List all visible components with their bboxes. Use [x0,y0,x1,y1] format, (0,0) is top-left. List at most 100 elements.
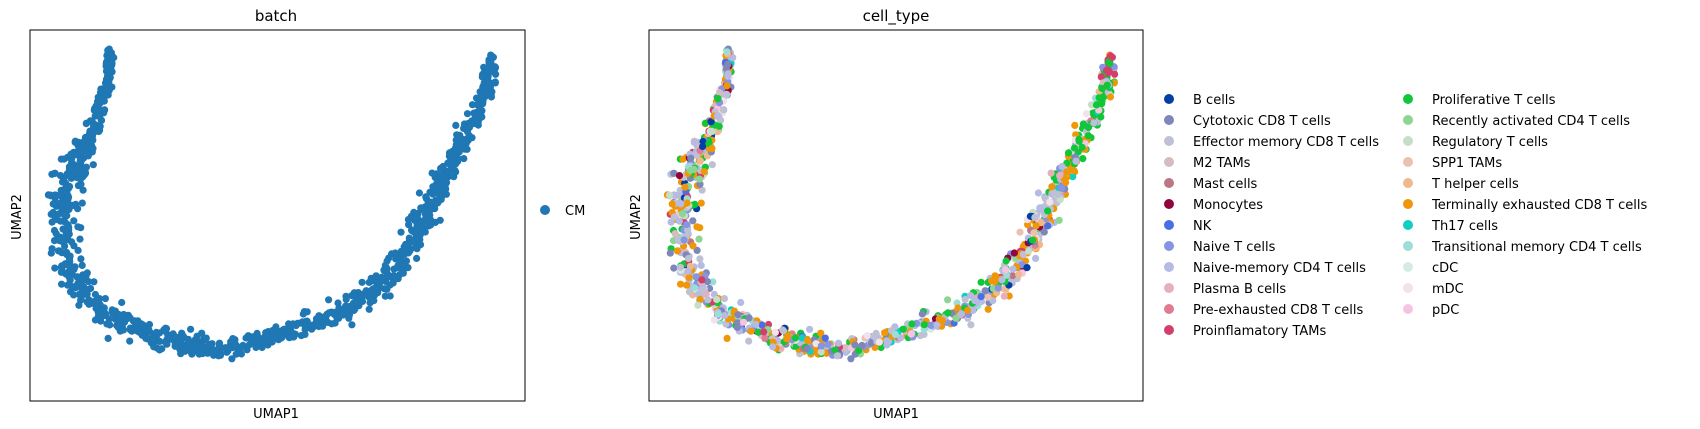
cell-point-naive-t-cells [824,340,832,348]
batch-point [465,132,473,140]
batch-point [365,293,373,301]
batch-point [65,254,74,263]
cell-point-proliferative-t-cells [791,334,800,342]
legend-marker-mast-cells [1164,178,1174,188]
legend-marker-recently-activated-cd4-t-cells [1403,115,1413,125]
legend-marker-cdc [1403,262,1413,272]
cell-point-transitional-memory-cd4-t-cells [709,278,717,286]
legend-label-nk: NK [1193,219,1212,234]
cell-point-th17-cells [1069,173,1077,181]
batch-point [70,242,78,250]
cell-point-cytotoxic-cd8-t-cells [693,246,701,254]
cell-point-proliferative-t-cells [1106,60,1114,68]
cell-point-naive-memory-cd4-t-cells [720,312,729,320]
batch-point [84,278,93,286]
cell-point-naive-memory-cd4-t-cells [737,298,745,307]
cell-point-terminally-exhausted-cd8-t-cells [963,306,972,315]
batch-point [57,263,65,271]
legend-label-proinflamatory-tams: Proinflamatory TAMs [1193,324,1327,339]
cell-point-nk [758,321,766,329]
batch-point [479,84,487,93]
cell-point-proinflamatory-tams [1097,73,1105,81]
batch-y-axis-label: UMAP2 [10,194,25,240]
legend-marker-t-helper-cells [1403,178,1413,188]
cell-point-cytotoxic-cd8-t-cells [666,249,674,257]
cell-point-naive-memory-cd4-t-cells [806,325,814,333]
cell-point-naive-t-cells [927,321,935,329]
batch-point [184,337,193,345]
batch-point [62,183,70,191]
batch-point [71,284,80,292]
batch-point [405,221,413,229]
legend-label-pdc: pDC [1432,303,1459,318]
batch-point [272,330,280,339]
batch-point [78,199,86,207]
cell-point-mdc [1082,110,1091,118]
cell-point-b-cells [1023,264,1031,272]
cell-point-naive-memory-cd4-t-cells [1032,254,1040,262]
cell-point-terminally-exhausted-cd8-t-cells [954,304,962,312]
batch-point [51,213,59,221]
cell-point-terminally-exhausted-cd8-t-cells [938,317,947,325]
batch-point [459,143,467,151]
batch-panel: batch UMAP1 UMAP2 CM [10,7,585,422]
legend-marker-naive-memory-cd4-t-cells [1164,262,1174,272]
batch-point [104,82,112,90]
batch-point [105,72,113,80]
batch-point [100,106,109,114]
batch-point [51,264,59,272]
cell-type-y-axis-label: UMAP2 [629,194,644,240]
batch-point [379,276,387,284]
cell-point-effector-memory-cd8-t-cells [670,213,678,221]
cell-point-b-cells [707,118,715,126]
batch-point [352,297,360,305]
cell-point-terminally-exhausted-cd8-t-cells [1070,167,1078,175]
batch-point [485,66,493,74]
cell-point-proliferative-t-cells [1079,155,1087,163]
batch-point [120,318,129,326]
cell-point-naive-t-cells [692,273,700,281]
batch-point [409,236,418,244]
cell-point-terminally-exhausted-cd8-t-cells [723,334,731,342]
batch-point [105,60,113,68]
batch-point [487,93,495,101]
cell-point-mdc [875,338,884,346]
legend-marker-naive-t-cells [1164,241,1174,251]
batch-point [104,48,112,56]
cell-point-proliferative-t-cells [1084,123,1092,132]
cell-point-cytotoxic-cd8-t-cells [734,319,742,327]
legend-label-t-helper-cells: T helper cells [1431,177,1519,192]
batch-point [335,304,343,312]
cell-point-proinflamatory-tams [1111,70,1119,78]
batch-point [478,113,486,121]
cell-point-proliferative-t-cells [920,321,928,329]
cell-point-mdc [1046,198,1054,206]
cell-point-effector-memory-cd8-t-cells [704,296,712,304]
batch-point [160,327,169,335]
cell-point-regulatory-t-cells [665,191,674,199]
cell-point-recently-activated-cd4-t-cells [1055,216,1063,224]
cell-point-plasma-b-cells [1047,169,1055,177]
batch-point [198,329,206,337]
batch-point [308,321,316,329]
batch-point [115,311,123,319]
legend-label-monocytes: Monocytes [1193,198,1263,213]
cell-point-terminally-exhausted-cd8-t-cells [708,144,716,152]
batch-point [66,273,74,282]
cell-point-effector-memory-cd8-t-cells [699,286,707,294]
cell-point-regulatory-t-cells [694,301,702,309]
cell-point-effector-memory-cd8-t-cells [723,90,731,98]
batch-plot-frame [29,29,526,402]
batch-point [51,169,59,177]
cell-point-proliferative-t-cells [1064,149,1073,157]
batch-point [133,320,141,328]
cell-type-points [663,45,1119,363]
batch-point [444,168,452,176]
legend-label-m2-tams: M2 TAMs [1193,156,1251,171]
batch-point [425,207,433,215]
batch-point [492,70,500,78]
batch-point [58,280,66,288]
batch-point [428,169,436,177]
batch-point [165,332,173,340]
batch-point [391,249,399,257]
